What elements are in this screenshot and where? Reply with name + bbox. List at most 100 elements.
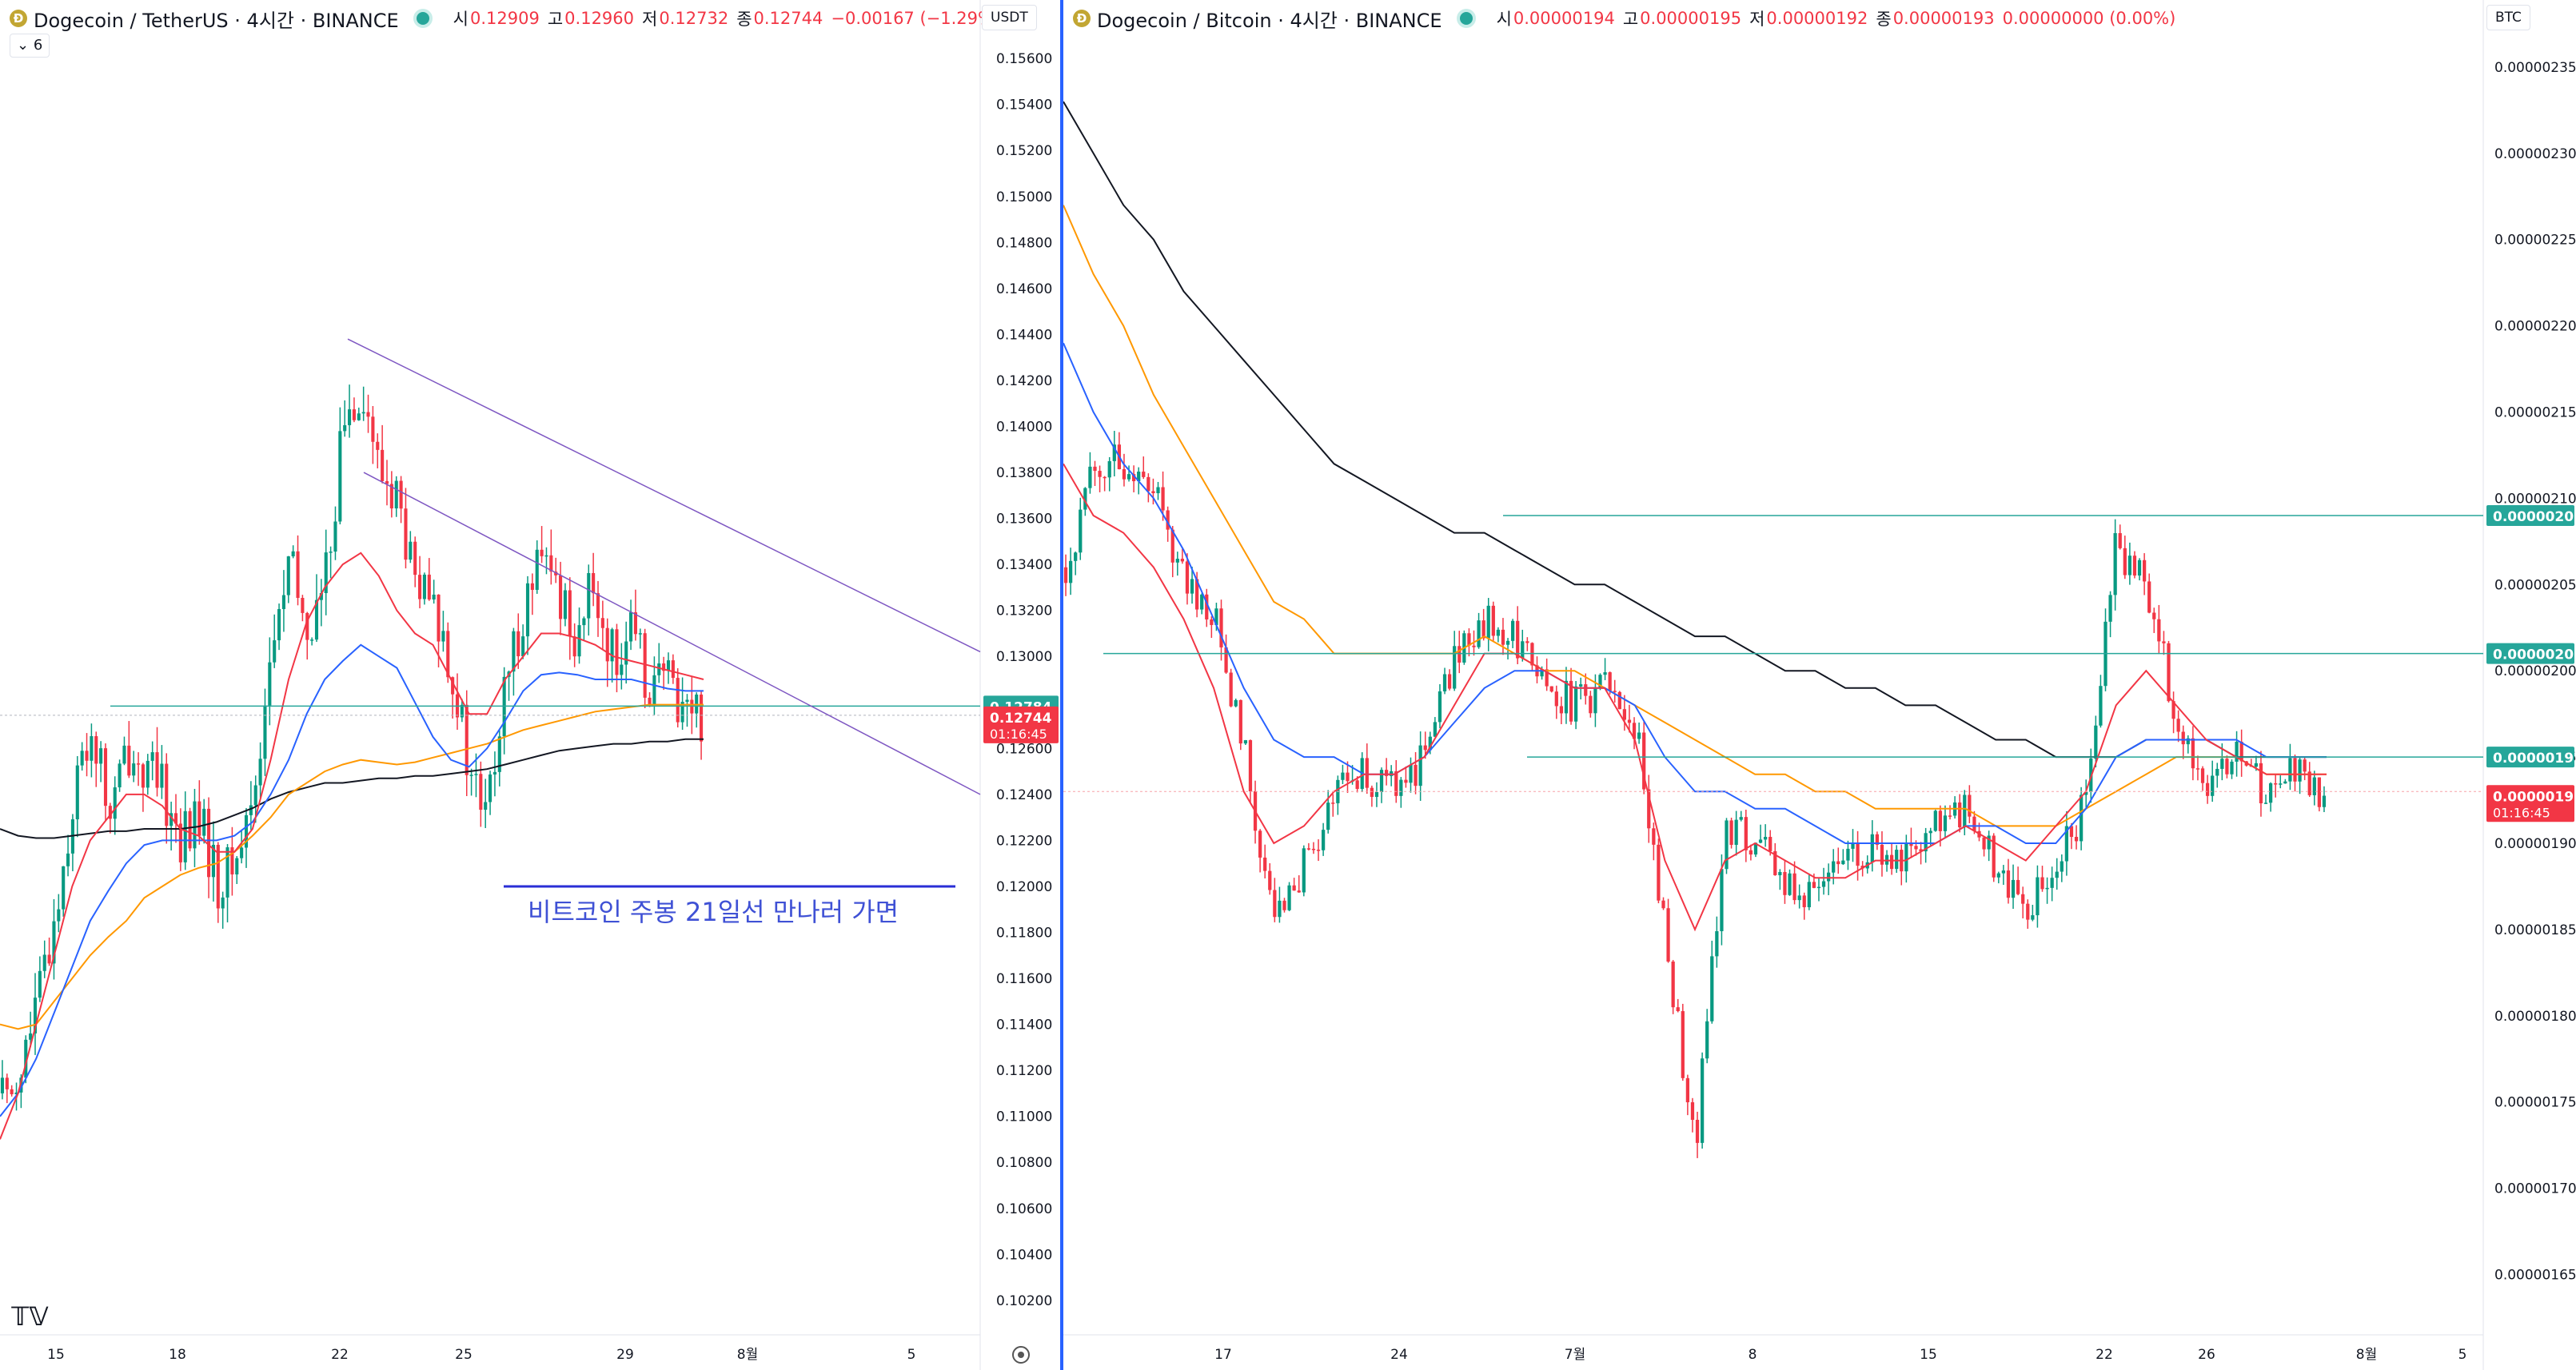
gear-icon[interactable] [1012,1346,1030,1364]
candle-body [1963,795,1967,828]
candle-body [1190,579,1194,594]
right-chart-header: Ð Dogecoin / Bitcoin · 4시간 · BINANCE 시 0… [1073,5,2175,32]
candle-body [2307,771,2311,795]
candle-body [1287,885,1291,910]
candle-body [399,480,403,509]
candle-body [2162,641,2166,643]
candle-body [1234,699,1238,707]
candle-body [1613,691,1617,692]
ma-fast-line [1063,463,2327,932]
left-chart-canvas[interactable]: 0.15600 0.15400 0.15200 0.15000 0.14800 0.146… [0,0,1060,1370]
candle-body [1593,687,1597,714]
tradingview-logo-icon[interactable]: 𝕋𝕍 [11,1301,49,1332]
candle-body [1928,830,1932,834]
left-currency-button[interactable]: USDT [982,5,1037,30]
x-tick-label: 24 [1390,1347,1408,1363]
candle-body [2200,768,2205,783]
candle-body [1705,1021,1709,1059]
price-label-timer: 01:16:45 [990,727,1047,742]
candle-body [1263,857,1267,871]
candle-body [638,633,642,635]
candle-body [1564,680,1569,714]
candle-body [150,752,154,761]
candle-body [1170,529,1174,563]
candle-body [1525,641,1529,643]
right-symbol-title[interactable]: Dogecoin / Bitcoin · 4시간 · BINANCE [1097,9,1442,32]
candle-body [258,759,262,786]
candle-body [2001,870,2006,874]
candle-body [1229,672,1233,707]
candle-body [281,595,285,610]
x-tick-label: 22 [331,1347,349,1363]
candle-body [146,760,150,788]
ma-mid-line [0,643,704,1117]
candle-body [662,663,666,671]
candle-body [244,814,249,848]
candle-body [1098,471,1102,477]
left-chart-pane[interactable]: 0.15600 0.15400 0.15200 0.15000 0.14800 0.146… [0,0,1060,1370]
candle-body [2118,533,2122,548]
candle-body [2181,731,2185,745]
candle-body [2235,742,2239,762]
candle-body [1968,795,1972,817]
candle-body [1647,789,1651,829]
y-tick-label: 0.00000200 [2494,663,2576,679]
candle-body [90,736,94,761]
candle-body [169,813,173,826]
candle-body [596,593,600,619]
candle-body [1433,722,1438,737]
candle-body [2123,548,2127,575]
right-chart-canvas[interactable]: 0.00000235 0.00000230 0.00000225 0.00000220… [1063,0,2576,1370]
candle-body [1622,709,1627,720]
candle-body [160,763,164,788]
candle-body [633,612,637,635]
right-currency-button[interactable]: BTC [2486,5,2530,30]
candle-body [1851,843,1855,849]
candle-body [2132,556,2137,576]
candle-body [1418,745,1422,787]
candle-body [469,775,473,776]
candle-body [268,662,272,706]
candle-body [66,853,70,866]
pane-divider[interactable] [1060,0,1063,1370]
left-symbol-title[interactable]: Dogecoin / TetherUS · 4시간 · BINANCE [34,9,399,32]
candle-body [521,636,525,657]
candle-body [1763,837,1768,840]
candle-body [207,808,211,878]
candle-body [10,1089,14,1095]
right-chart-pane[interactable]: 0.00000235 0.00000230 0.00000225 0.00000220… [1063,0,2576,1370]
candle-body [178,823,182,862]
candle-body [2026,903,2030,920]
candle-body [492,771,496,775]
candle-body [1778,871,1782,875]
candle-body [648,697,652,706]
candle-body [1453,646,1457,689]
indicator-toggle-button[interactable]: ⌄ 6 [10,34,50,58]
candle-body [1856,843,1860,866]
candle-body [1982,837,1986,850]
candle-body [225,847,229,898]
y-tick-label: 0.00000230 [2494,146,2576,162]
candle-body [427,574,431,600]
candle-body [1603,672,1607,675]
candle-body [1370,787,1374,797]
candle-body [197,801,201,836]
candle-body [2031,915,2035,920]
candle-body [1710,956,1714,1022]
candle-body [5,1077,9,1089]
y-tick-label: 0.00000205 [2494,577,2576,593]
candle-body [230,847,234,874]
candle-body [1122,469,1127,480]
candle-body [2293,758,2297,782]
candle-body [2050,878,2054,888]
y-tick-label: 0.10600 [996,1201,1052,1217]
candle-body [80,751,84,766]
candle-body [1836,861,1840,865]
candle-body [2274,783,2278,785]
indicator-count: 6 [33,37,43,54]
ma-mid-line [1063,342,2327,844]
candle-body [1399,779,1403,796]
x-tick-label: 26 [2198,1347,2215,1363]
chevron-down-icon: ⌄ [17,37,30,54]
candle-body [404,508,408,560]
